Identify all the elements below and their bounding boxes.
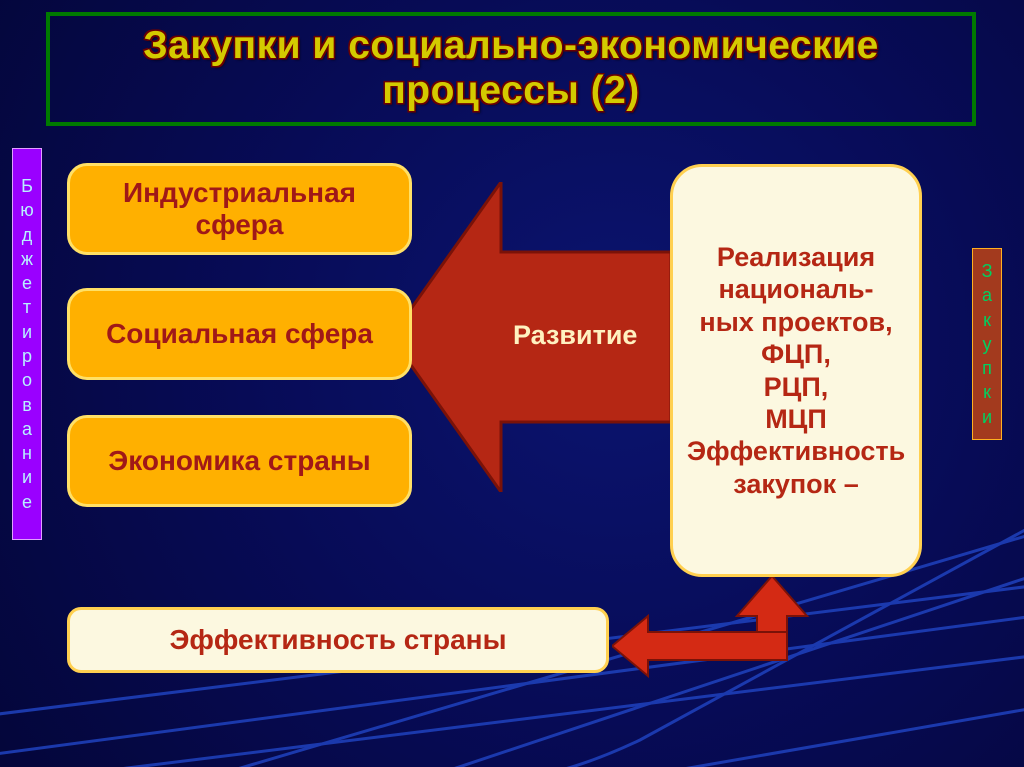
title-line-2: процессы (2)	[382, 69, 640, 112]
node-economy: Экономика страны	[67, 415, 412, 507]
node-label: Реализация националь-ных проектов, ФЦП,Р…	[685, 241, 907, 500]
arrow-bidirectional	[612, 576, 812, 696]
node-industrial-sphere: Индустриальнаясфера	[67, 163, 412, 255]
right-vertical-label-procurement: Закупки	[972, 248, 1002, 440]
node-label: Социальная сфера	[106, 318, 373, 350]
node-label: Индустриальнаясфера	[123, 177, 356, 241]
node-label: Экономика страны	[108, 445, 370, 477]
node-label: Эффективность страны	[170, 624, 507, 656]
node-country-efficiency: Эффективность страны	[67, 607, 609, 673]
slide-title: Закупки и социально-экономические процес…	[143, 24, 879, 114]
arrow-label: Развитие	[513, 320, 637, 351]
slide-title-box: Закупки и социально-экономические процес…	[46, 12, 976, 126]
node-national-projects: Реализация националь-ных проектов, ФЦП,Р…	[670, 164, 922, 577]
node-social-sphere: Социальная сфера	[67, 288, 412, 380]
arrow-development: Развитие	[391, 182, 671, 492]
title-line-1: Закупки и социально-экономические	[143, 24, 879, 67]
left-vertical-label-budgeting: Бюджетирование	[12, 148, 42, 540]
